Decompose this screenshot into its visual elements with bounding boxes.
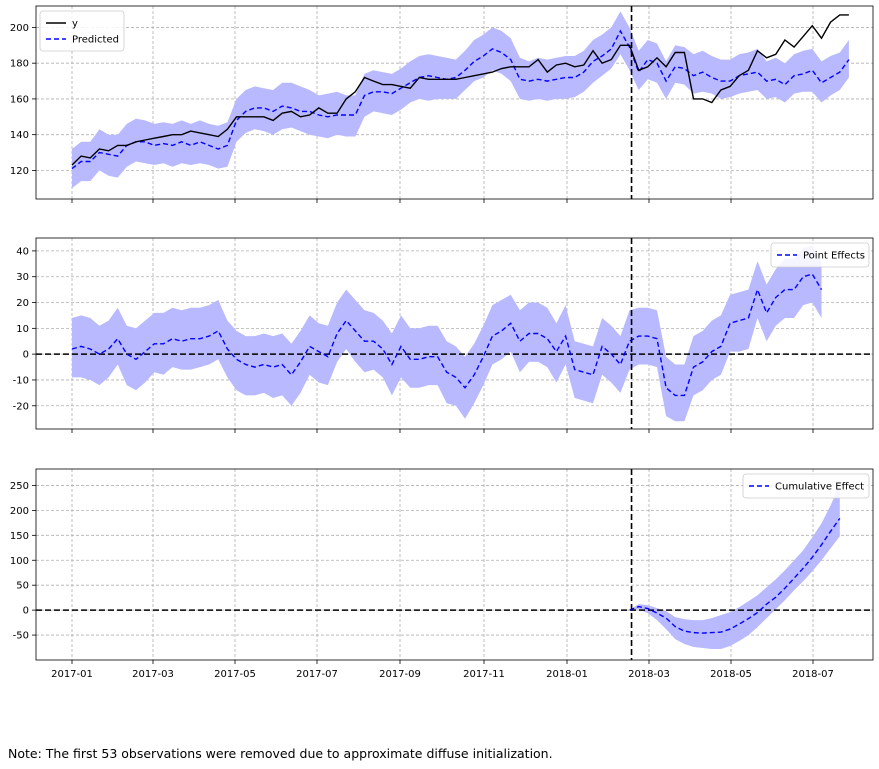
confidence-band: [72, 245, 822, 422]
axes-frame: [35, 5, 874, 200]
x-tick-label: 2018-05: [710, 669, 752, 680]
panel-cumulative: -50 0 50 100 150 200 250 2017-01 2017-03 2017-05 2…: [10, 468, 874, 680]
x-tick-label: 2017-11: [463, 669, 505, 680]
y-tick-label: 40: [16, 246, 29, 257]
legend-label: Predicted: [72, 35, 119, 46]
axes-frame: [35, 237, 874, 430]
legend-box: [39, 10, 125, 52]
legend-label: Cumulative Effect: [775, 482, 864, 493]
y-tick-label: 250: [10, 481, 29, 492]
y-tick-label: 0: [23, 606, 29, 617]
x-tick-label: 2018-03: [628, 669, 670, 680]
y-tick-label: 50: [16, 581, 29, 592]
x-tick-label: 2017-05: [214, 669, 256, 680]
series-predicted: [71, 29, 850, 170]
y-tick-label: 20: [16, 298, 29, 309]
y-tick-label: 160: [10, 94, 29, 105]
legend-box: [770, 242, 870, 268]
series-y: [71, 14, 849, 166]
plot-area: [36, 484, 873, 649]
grid: [36, 6, 873, 199]
x-tick-label: 2018-01: [546, 669, 588, 680]
panel-pointwise: -20 -10 0 10 20 30 40 Point Effects: [13, 237, 874, 433]
confidence-band: [629, 484, 840, 649]
y-tick-label: 10: [16, 324, 29, 335]
x-tick-label: 2018-07: [792, 669, 834, 680]
plot-area: [71, 11, 850, 189]
x-tick-label: 2017-03: [132, 669, 174, 680]
y-tick-label: 200: [10, 23, 29, 34]
panel-original: 120 140 160 180 200 y Predicted: [10, 5, 874, 203]
diffuse-initialization-note: Note: The first 53 observations were rem…: [8, 746, 553, 761]
y-tick-label: 140: [10, 130, 29, 141]
x-tick-label: 2017-09: [379, 669, 421, 680]
legend-label: Point Effects: [803, 251, 865, 262]
x-tick-label: 2017-07: [296, 669, 338, 680]
y-tick-label: 30: [16, 272, 29, 283]
confidence-band: [72, 11, 849, 189]
legend: Cumulative Effect: [742, 473, 870, 499]
y-tick-label: 100: [10, 556, 29, 567]
legend-label: y: [72, 19, 78, 30]
y-tick-label: 0: [23, 350, 29, 361]
series-cumulative-effect: [629, 517, 841, 634]
y-tick-label: 180: [10, 59, 29, 70]
legend-box: [742, 473, 870, 499]
y-tick-label: 200: [10, 506, 29, 517]
y-tick-label: -50: [13, 631, 29, 642]
y-tick-label: 150: [10, 531, 29, 542]
legend: Point Effects: [770, 242, 870, 268]
y-tick-label: -10: [13, 375, 29, 386]
axes-frame: [35, 468, 874, 661]
plot-area: [36, 245, 873, 422]
y-tick-label: -20: [13, 401, 29, 412]
legend: y Predicted: [39, 10, 125, 52]
y-tick-label: 120: [10, 166, 29, 177]
x-tick-label: 2017-01: [51, 669, 93, 680]
series-point-effects: [71, 273, 823, 397]
